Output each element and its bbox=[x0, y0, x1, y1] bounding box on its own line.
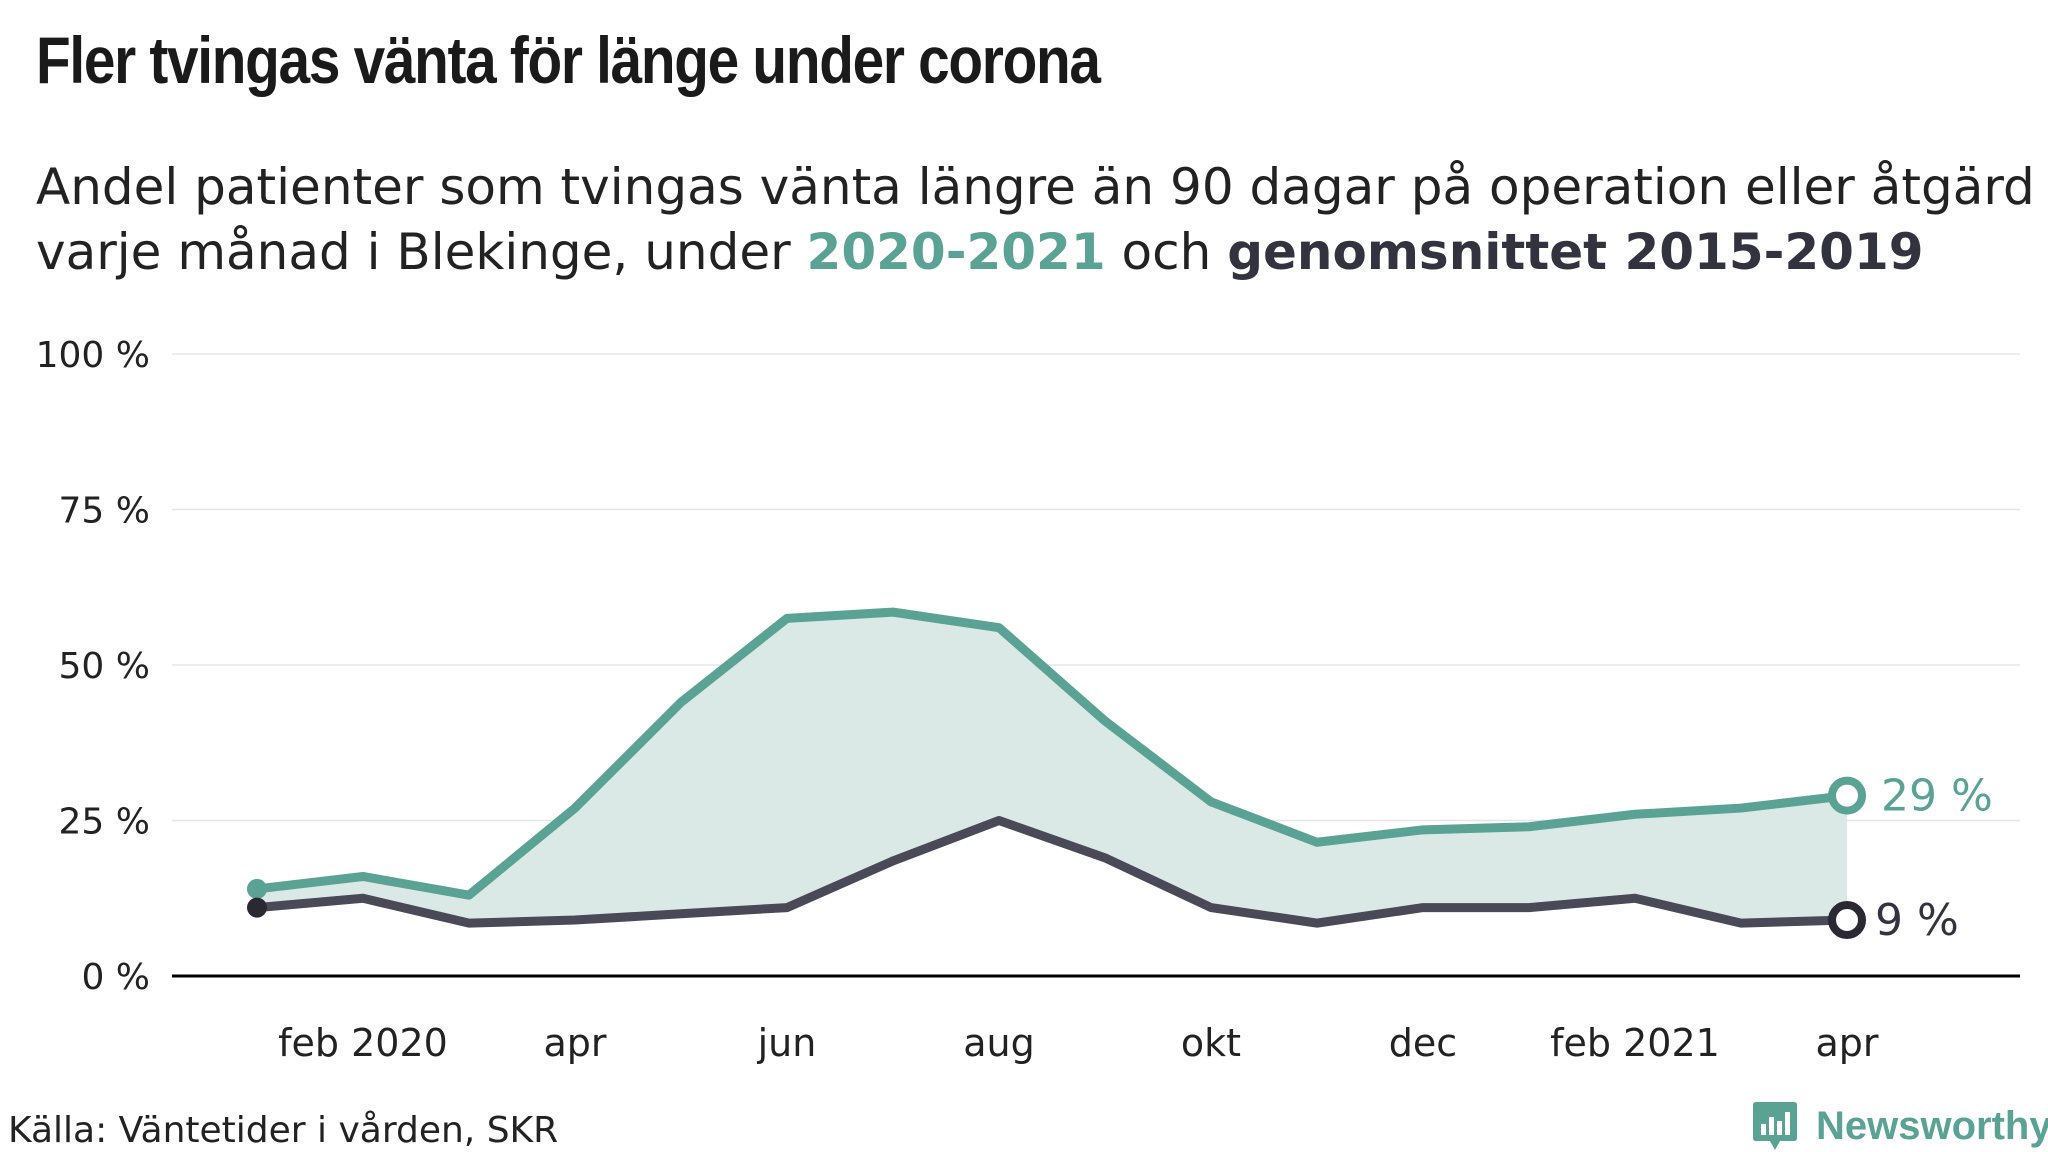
series-lines bbox=[252, 607, 1852, 928]
end-label-2020-2021: 29 % bbox=[1881, 771, 1993, 822]
end-label-average: 9 % bbox=[1875, 895, 1959, 946]
start-point-2020-2021 bbox=[247, 878, 267, 899]
difference-area bbox=[257, 612, 1847, 924]
x-tick-label: dec bbox=[1389, 1021, 1457, 1065]
brand-name: Newsworthy bbox=[1816, 1103, 2048, 1148]
x-tick-label: apr bbox=[543, 1021, 606, 1065]
subtitle-series-average: genomsnittet 2015-2019 bbox=[1227, 223, 1924, 281]
end-point-2020-2021 bbox=[1828, 776, 1866, 815]
x-tick-label: okt bbox=[1181, 1021, 1241, 1065]
y-tick-label: 50 % bbox=[59, 646, 150, 687]
y-tick-label: 0 % bbox=[81, 957, 150, 998]
x-tick-label: feb 2021 bbox=[1550, 1021, 1720, 1065]
brand-logo: Newsworthy bbox=[1752, 1100, 2048, 1152]
series-points bbox=[247, 776, 1866, 940]
axis-labels: 0 % 25 % 50 % 75 % 100 % feb 2020 apr jun aug okt… bbox=[36, 335, 1993, 1065]
x-tick-label: aug bbox=[963, 1021, 1035, 1065]
area-between-series bbox=[257, 612, 1847, 924]
start-point-average bbox=[247, 897, 267, 918]
x-tick-label: jun bbox=[757, 1021, 817, 1065]
subtitle-text-1: Andel patienter som tvingas vänta längre… bbox=[36, 158, 2035, 281]
end-point-average bbox=[1828, 901, 1866, 940]
chart-subtitle: Andel patienter som tvingas vänta längre… bbox=[36, 155, 2036, 285]
subtitle-series-2020-2021: 2020-2021 bbox=[806, 223, 1106, 281]
newsworthy-logo-icon bbox=[1753, 1102, 1797, 1150]
y-tick-label: 75 % bbox=[59, 491, 150, 532]
x-tick-label: apr bbox=[1815, 1021, 1878, 1065]
subtitle-text-2: och bbox=[1105, 223, 1228, 281]
series-line-2020-2021 bbox=[252, 607, 1852, 900]
x-tick-label: feb 2020 bbox=[278, 1021, 448, 1065]
series-line-average-2015-2019 bbox=[252, 816, 1852, 928]
source-note: Källa: Väntetider i vården, SKR bbox=[8, 1110, 559, 1151]
y-tick-label: 25 % bbox=[59, 802, 150, 843]
y-tick-label: 100 % bbox=[36, 335, 150, 376]
chart-title: Fler tvingas vänta för länge under coron… bbox=[36, 23, 1101, 97]
